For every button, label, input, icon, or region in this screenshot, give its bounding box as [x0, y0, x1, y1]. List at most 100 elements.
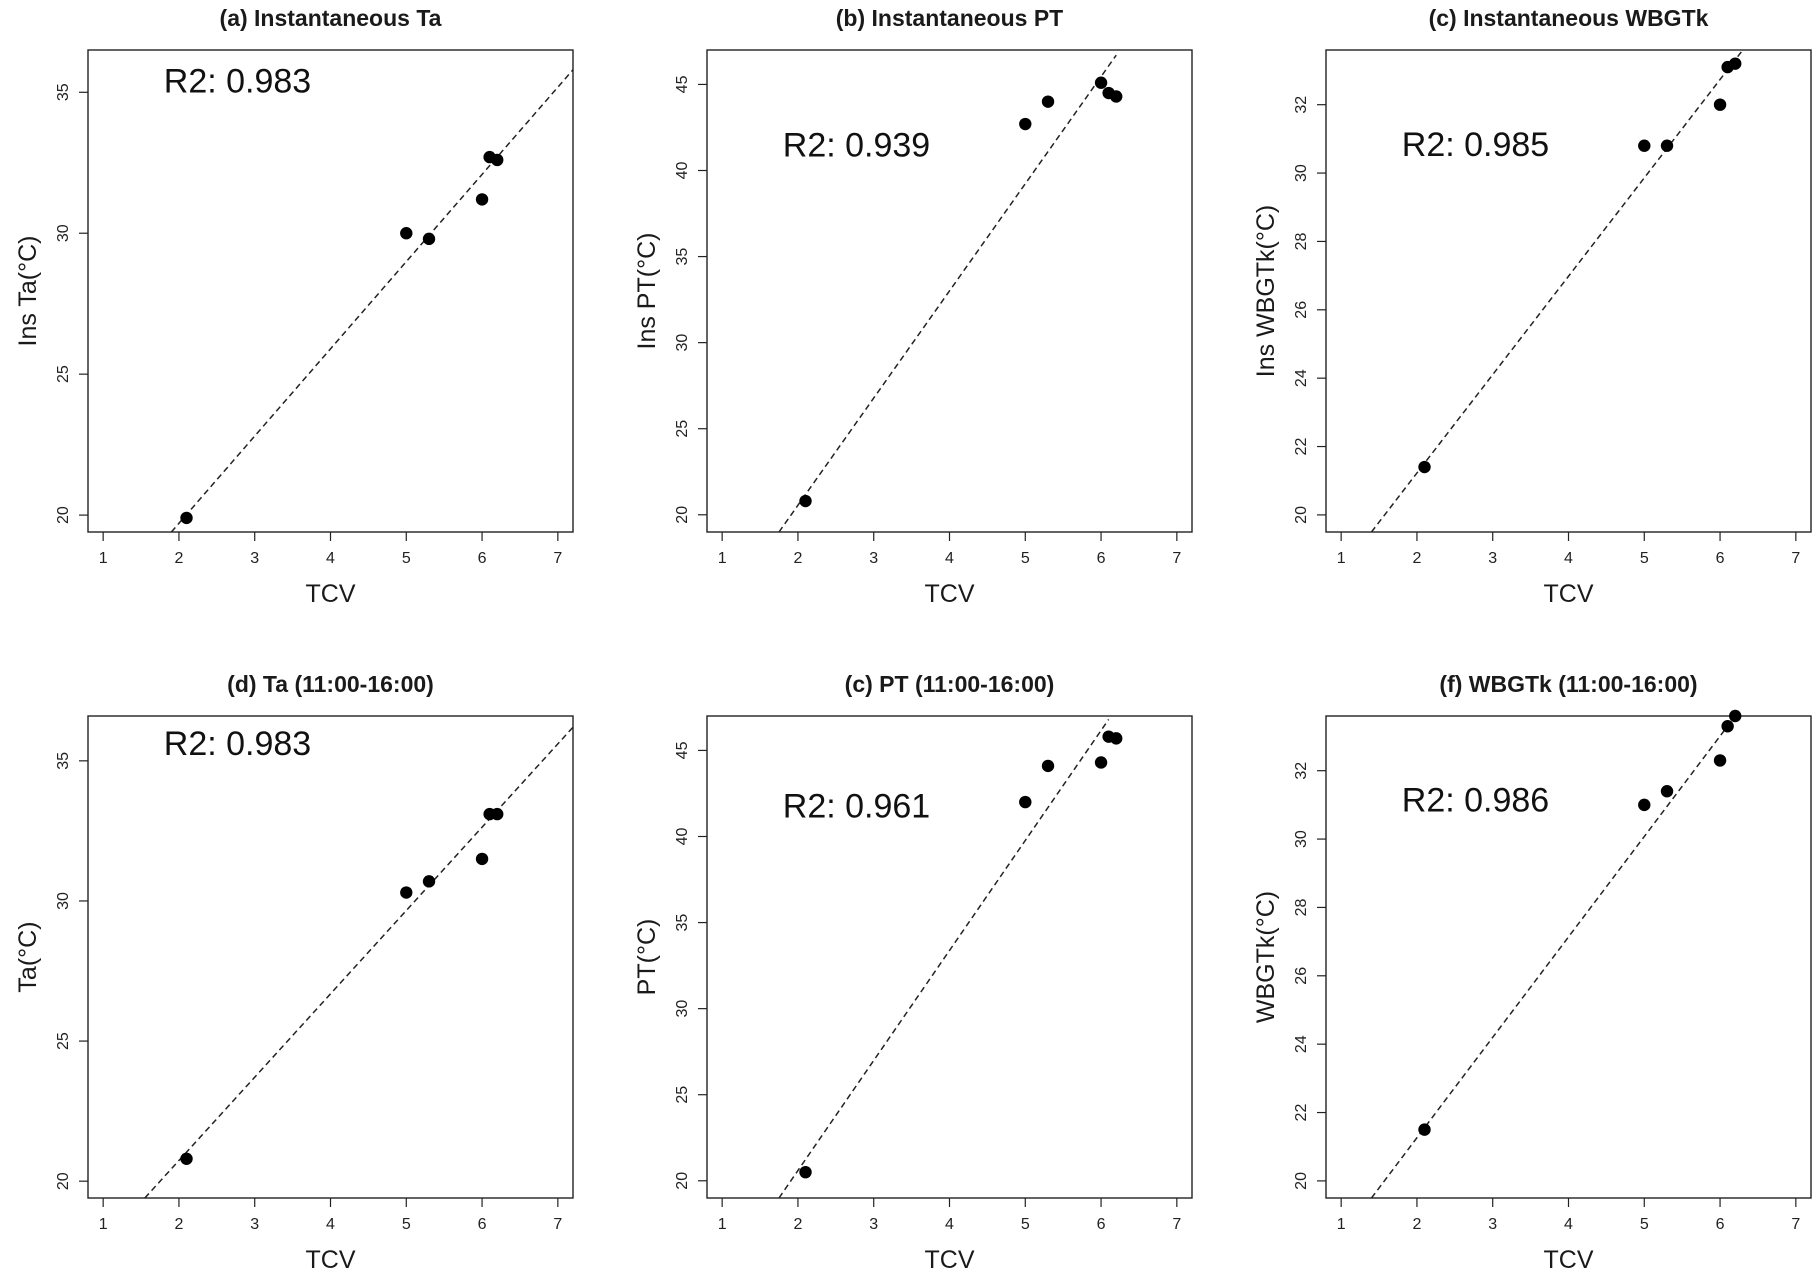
x-axis-label: TCV [1544, 580, 1594, 608]
x-axis-label: TCV [306, 1246, 356, 1274]
y-tick-label: 30 [55, 224, 72, 242]
x-tick-label: 7 [1791, 550, 1800, 567]
plot-frame [1325, 49, 1812, 533]
y-tick-label: 35 [55, 752, 72, 770]
fit-line [1370, 50, 1744, 532]
x-tick-label: 2 [793, 550, 802, 567]
x-tick-label: 4 [945, 550, 954, 567]
data-point [1713, 98, 1727, 111]
panel-title: (d) Ta (11:00-16:00) [227, 671, 434, 697]
panel-title: (b) Instantaneous PT [836, 5, 1063, 31]
x-tick-label: 6 [1716, 550, 1725, 567]
data-point [1094, 756, 1108, 769]
y-tick-label: 24 [1293, 1035, 1310, 1053]
y-tick-label: 20 [674, 506, 691, 524]
x-tick-label: 1 [99, 1216, 108, 1233]
x-tick-label: 3 [250, 550, 259, 567]
x-tick-label: 2 [1412, 550, 1421, 567]
y-tick-label: 45 [674, 75, 691, 93]
panel-1: (a) Instantaneous Ta 1 2 3 4 5 6 7 20 25 30 35 TCV In… [14, 5, 574, 608]
x-tick-label: 7 [553, 1216, 562, 1233]
panel-title: (c) Instantaneous WBGTk [1429, 5, 1709, 31]
panel-title: (c) PT (11:00-16:00) [845, 671, 1055, 697]
y-tick-label: 30 [674, 334, 691, 352]
y-tick-label: 25 [674, 1086, 691, 1104]
data-point [1638, 798, 1651, 812]
x-tick-label: 2 [1412, 1216, 1421, 1233]
panel-title: (a) Instantaneous Ta [220, 5, 442, 31]
r2-annotation: R2: 0.983 [164, 725, 311, 763]
data-point [422, 875, 436, 888]
y-tick-label: 30 [55, 892, 72, 910]
y-tick-label: 30 [674, 1000, 691, 1018]
y-axis-label: PT(°C) [633, 919, 661, 996]
y-tick-label: 32 [1293, 762, 1310, 780]
data-point [1729, 57, 1742, 70]
x-tick-label: 1 [1337, 550, 1346, 567]
r2-annotation: R2: 0.961 [783, 788, 930, 826]
y-axis-label: WBGTk(°C) [1252, 891, 1280, 1023]
panel-3: (c) Instantaneous WBGTk 1 2 3 4 5 6 7 20 22 24 26 28… [1252, 5, 1812, 608]
y-tick-label: 32 [1293, 96, 1310, 114]
y-tick-label: 30 [1293, 164, 1310, 182]
x-axis-label: TCV [925, 1246, 975, 1274]
data-point [400, 886, 413, 899]
x-tick-label: 5 [402, 550, 411, 567]
panel-4: (d) Ta (11:00-16:00) 1 2 3 4 5 6 7 20 25 30 35 TCV Ta… [14, 671, 574, 1274]
x-tick-label: 6 [478, 550, 487, 567]
y-tick-label: 35 [674, 248, 691, 266]
data-point [1110, 732, 1123, 745]
x-tick-label: 1 [718, 1216, 727, 1233]
fit-line [1370, 716, 1736, 1198]
y-tick-label: 25 [55, 1032, 72, 1050]
data-point [1019, 795, 1032, 809]
data-point [1418, 460, 1431, 474]
data-point [180, 1152, 193, 1165]
data-point [1041, 759, 1055, 773]
x-tick-label: 6 [1716, 1216, 1725, 1233]
fit-line [170, 69, 573, 532]
x-tick-label: 6 [478, 1216, 487, 1233]
y-tick-label: 40 [674, 828, 691, 846]
y-tick-label: 35 [674, 914, 691, 932]
y-tick-label: 26 [1293, 301, 1310, 319]
data-point [1721, 720, 1734, 733]
x-tick-label: 6 [1097, 1216, 1106, 1233]
y-axis-label: Ta(°C) [14, 921, 42, 992]
data-point [1041, 95, 1055, 108]
x-tick-label: 7 [553, 550, 562, 567]
y-axis-label: Ins WBGTk(°C) [1252, 205, 1280, 378]
y-tick-label: 30 [1293, 830, 1310, 848]
y-tick-label: 25 [674, 420, 691, 438]
r2-annotation: R2: 0.985 [1402, 126, 1549, 164]
fit-line [778, 719, 1110, 1198]
y-tick-label: 26 [1293, 967, 1310, 985]
y-tick-label: 40 [674, 162, 691, 180]
x-tick-label: 7 [1172, 550, 1181, 567]
data-point [799, 1165, 812, 1179]
x-tick-label: 6 [1097, 550, 1106, 567]
data-point [475, 193, 489, 206]
x-tick-label: 4 [1564, 550, 1573, 567]
y-axis-label: Ins Ta(°C) [14, 236, 42, 347]
x-axis-label: TCV [1544, 1246, 1594, 1274]
x-tick-label: 3 [1488, 1216, 1497, 1233]
data-point [491, 807, 504, 821]
fit-line [778, 54, 1117, 532]
x-tick-label: 3 [869, 550, 878, 567]
r2-annotation: R2: 0.939 [783, 127, 930, 165]
y-axis-label: Ins PT(°C) [633, 233, 661, 350]
y-tick-label: 28 [1293, 898, 1310, 916]
y-tick-label: 20 [55, 506, 72, 524]
x-tick-label: 5 [1021, 1216, 1030, 1233]
plot-frame [1325, 715, 1812, 1199]
x-tick-label: 2 [174, 550, 183, 567]
data-point [1660, 785, 1674, 798]
y-tick-label: 20 [1293, 506, 1310, 524]
data-point [1713, 754, 1727, 767]
x-axis-label: TCV [925, 580, 975, 608]
x-tick-label: 3 [869, 1216, 878, 1233]
y-tick-label: 24 [1293, 369, 1310, 387]
y-tick-label: 28 [1293, 232, 1310, 250]
